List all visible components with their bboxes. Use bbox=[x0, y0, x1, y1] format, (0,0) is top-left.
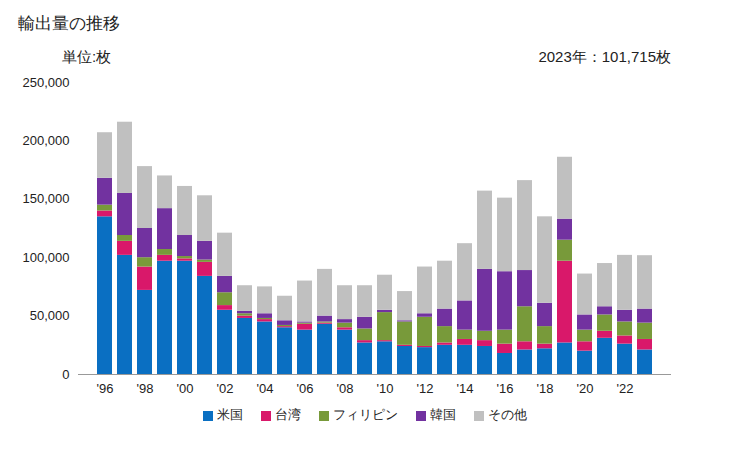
html-text:米国: 米国 bbox=[216, 407, 243, 422]
svg-text:'16: '16 bbox=[497, 381, 514, 396]
svg-text:0: 0 bbox=[62, 367, 69, 382]
html-text:2023年：101,715枚: 2023年：101,715枚 bbox=[538, 48, 671, 65]
svg-text:200,000: 200,000 bbox=[23, 133, 70, 148]
svg-text:'20: '20 bbox=[577, 381, 594, 396]
html-text:その他: その他 bbox=[487, 407, 527, 422]
svg-text:50,000: 50,000 bbox=[30, 308, 70, 323]
html-text:台湾: 台湾 bbox=[274, 407, 301, 422]
svg-text:'06: '06 bbox=[297, 381, 314, 396]
html-text:単位:枚: 単位:枚 bbox=[62, 48, 112, 65]
svg-text:'98: '98 bbox=[137, 381, 154, 396]
svg-text:'04: '04 bbox=[257, 381, 274, 396]
svg-text:'12: '12 bbox=[417, 381, 434, 396]
svg-text:'14: '14 bbox=[457, 381, 474, 396]
svg-text:150,000: 150,000 bbox=[23, 191, 70, 206]
svg-text:'96: '96 bbox=[97, 381, 114, 396]
svg-text:'00: '00 bbox=[177, 381, 194, 396]
html-text:フィリピン: フィリピン bbox=[332, 407, 398, 422]
svg-text:'02: '02 bbox=[217, 381, 234, 396]
html-text:輸出量の推移: 輸出量の推移 bbox=[18, 14, 120, 33]
svg-text:100,000: 100,000 bbox=[23, 250, 70, 265]
svg-text:'08: '08 bbox=[337, 381, 354, 396]
svg-text:250,000: 250,000 bbox=[23, 75, 70, 90]
svg-text:'22: '22 bbox=[617, 381, 634, 396]
svg-text:'18: '18 bbox=[537, 381, 554, 396]
html-text:韓国: 韓国 bbox=[429, 407, 456, 422]
svg-text:'10: '10 bbox=[377, 381, 394, 396]
